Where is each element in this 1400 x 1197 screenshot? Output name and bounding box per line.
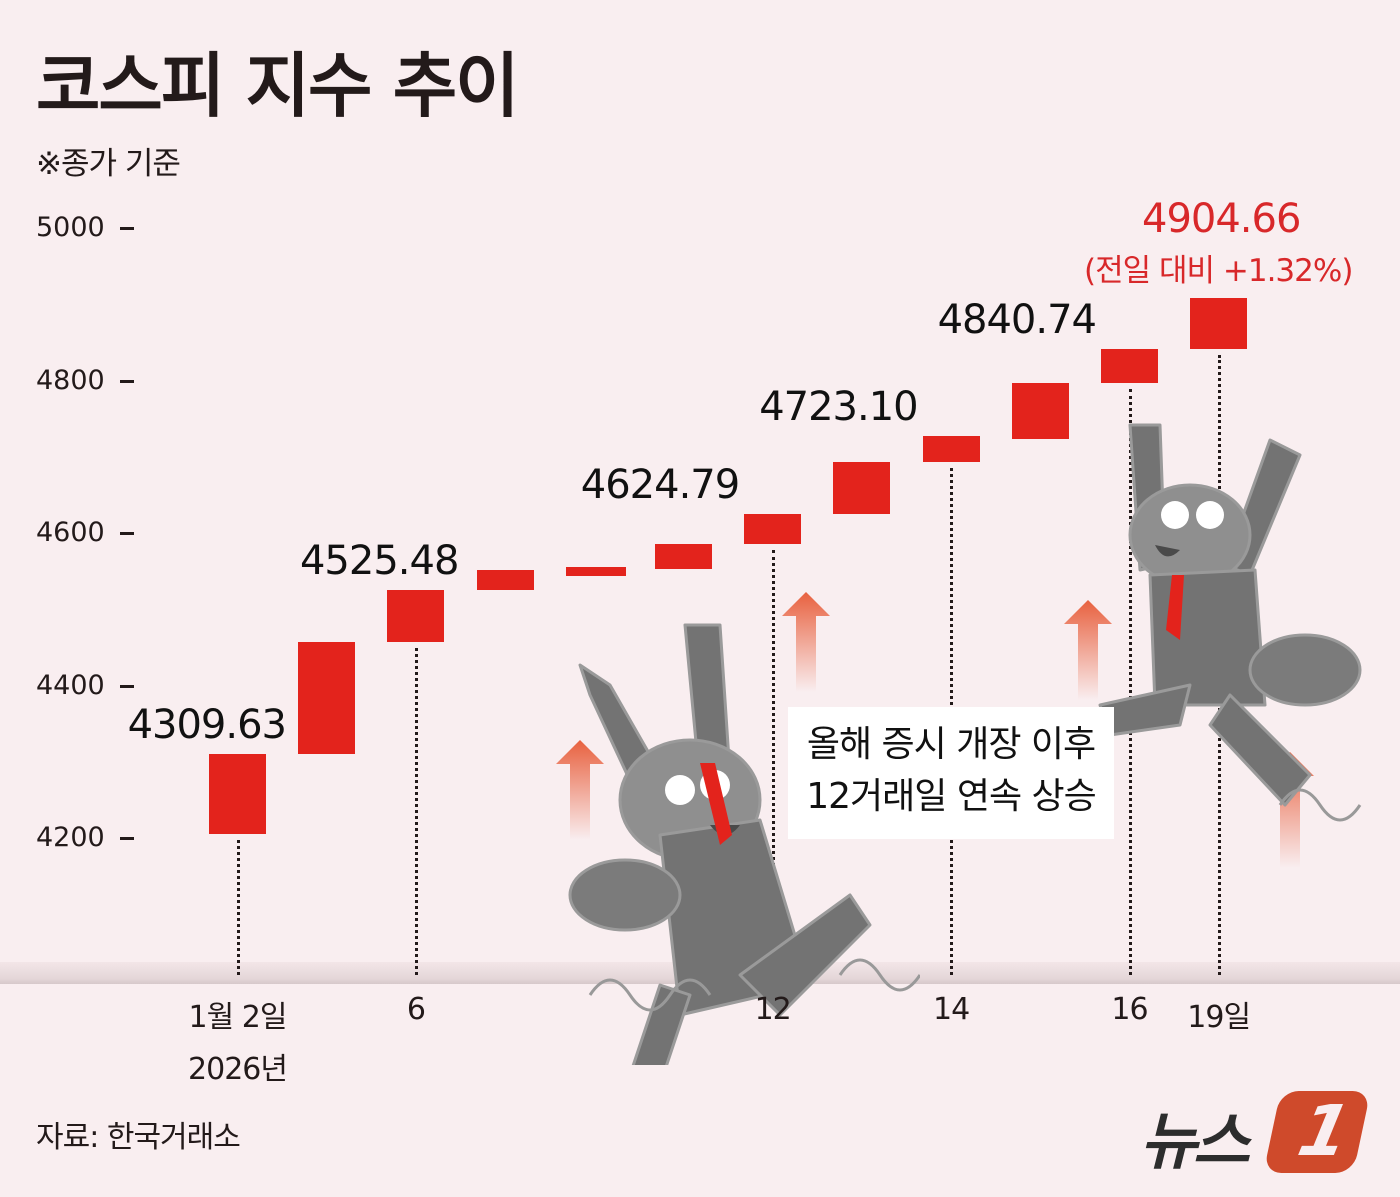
value-label: 4525.48	[299, 537, 459, 584]
up-arrow-icon	[782, 592, 830, 692]
x-tick-date: 1월 2일	[188, 1000, 288, 1035]
x-tick-date: 16	[1111, 992, 1148, 1027]
guide-line	[1128, 388, 1132, 975]
value-label: 4309.63	[127, 702, 287, 749]
y-tick: 4600	[36, 518, 136, 548]
x-tick-date: 6	[406, 992, 426, 1027]
y-tick-label: 4400	[36, 669, 105, 701]
index-bar	[1101, 349, 1158, 383]
index-bar	[298, 642, 356, 755]
index-bar	[744, 514, 802, 544]
guide-line	[771, 549, 775, 975]
index-bar	[922, 436, 980, 463]
index-bar	[1190, 298, 1248, 350]
index-bar	[387, 589, 445, 643]
y-tick: 5000	[36, 213, 136, 243]
x-tick-label: 6	[346, 992, 486, 1027]
x-tick-year: 2026년	[188, 1052, 288, 1087]
y-tick-mark	[120, 227, 134, 230]
index-bar	[655, 543, 712, 569]
index-bar	[1011, 382, 1069, 440]
y-tick-mark	[120, 837, 134, 840]
jumping-mascot-icon	[568, 623, 920, 1065]
guide-line	[236, 840, 240, 975]
x-tick-label: 12	[703, 992, 843, 1027]
y-tick-label: 4600	[36, 517, 105, 548]
up-arrow-icon	[556, 740, 604, 840]
logo-mark-icon: 1	[1263, 1090, 1371, 1173]
latest-value-label: 4904.66	[1142, 196, 1301, 242]
index-bar	[476, 570, 534, 590]
x-tick-label: 14	[881, 992, 1021, 1027]
y-tick-mark	[120, 684, 134, 688]
source-note: 자료: 한국거래소	[36, 1120, 241, 1155]
x-tick-label: 1월 2일 2026년	[168, 992, 308, 1088]
y-tick-mark	[120, 379, 134, 383]
value-label: 4840.74	[937, 297, 1097, 344]
y-tick-label: 4200	[36, 822, 105, 853]
news1-logo: 뉴스 1	[1140, 1085, 1371, 1178]
callout-line-1: 올해 증시 개장 이후	[806, 724, 1096, 765]
index-bar	[833, 462, 891, 515]
logo-text: 뉴스	[1140, 1105, 1250, 1178]
x-tick-date: 19일	[1187, 1000, 1251, 1035]
x-tick-date: 14	[933, 992, 970, 1027]
x-tick-label: 19일	[1149, 992, 1289, 1036]
chart-title: 코스피 지수 추이	[36, 45, 520, 127]
y-tick-label: 5000	[36, 212, 105, 243]
y-tick: 4800	[36, 364, 136, 396]
chart-note: ※종가 기준	[36, 146, 181, 182]
index-bar	[565, 566, 626, 576]
index-bar	[209, 754, 266, 835]
x-tick-label: 16	[1060, 992, 1200, 1027]
streak-callout: 올해 증시 개장 이후 12거래일 연속 상승	[788, 707, 1114, 839]
value-label: 4624.79	[580, 462, 740, 509]
y-tick-label: 4800	[36, 364, 105, 396]
y-tick-mark	[120, 532, 134, 535]
guide-line	[414, 648, 418, 975]
x-tick-date: 12	[754, 992, 792, 1027]
value-label: 4723.10	[759, 384, 918, 431]
latest-change-label: (전일 대비 +1.32%)	[1084, 253, 1353, 289]
y-tick: 4400	[36, 669, 136, 701]
callout-line-2: 12거래일 연속 상승	[806, 776, 1097, 817]
up-arrow-icon	[1064, 600, 1112, 700]
up-arrow-icon	[1266, 752, 1314, 868]
y-tick: 4200	[36, 823, 136, 853]
jumping-mascot-icon	[1098, 423, 1362, 822]
logo-mark-text: 1	[1291, 1090, 1358, 1172]
